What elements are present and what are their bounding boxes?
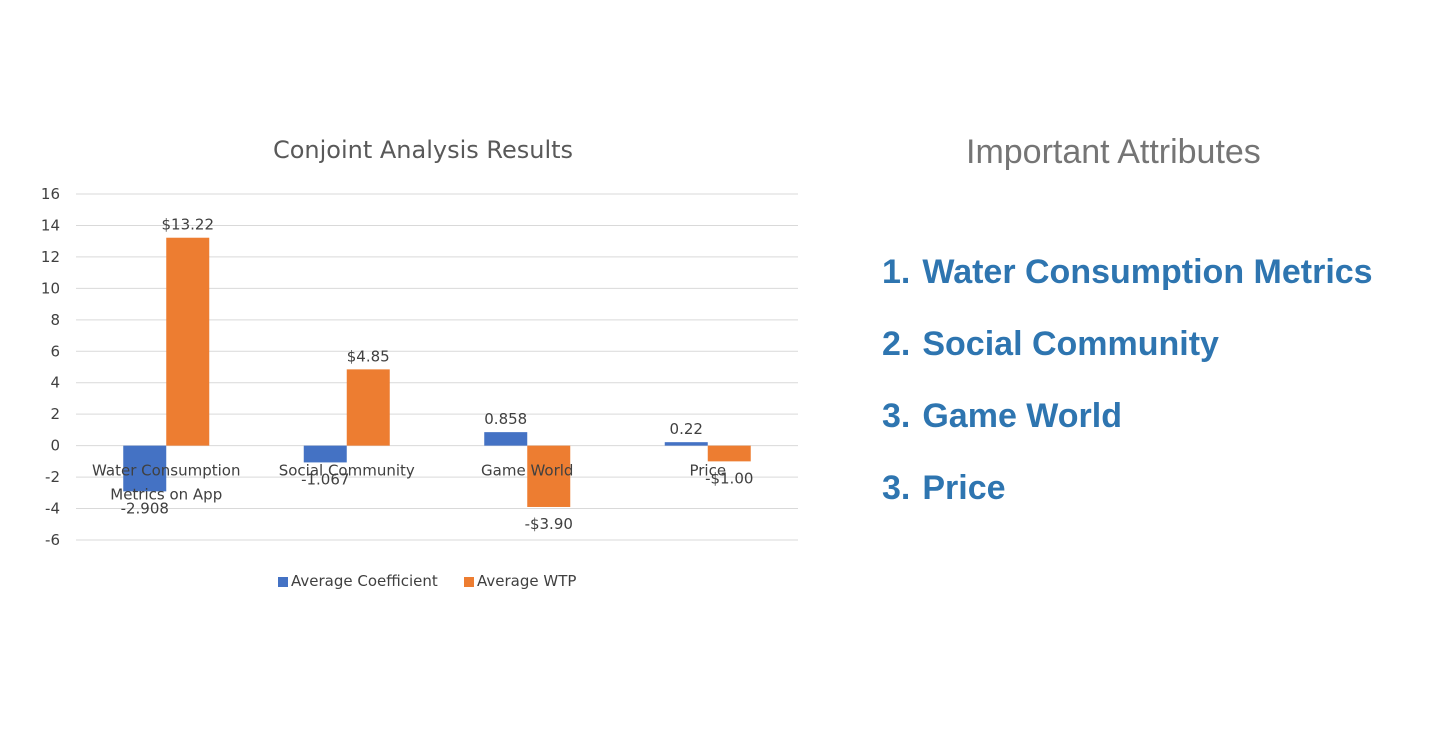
attribute-item: 3. Game World: [882, 394, 1373, 466]
category-label: Price: [689, 462, 726, 480]
bar-coefficient: [123, 445, 167, 492]
legend-label: Average WTP: [477, 572, 576, 590]
bar-coefficient: [664, 442, 708, 446]
attribute-item: 1. Water Consumption Metrics: [882, 250, 1373, 322]
data-label: -$1.00: [705, 469, 753, 487]
y-tick-label: 0: [50, 437, 60, 455]
y-tick-label: -6: [45, 531, 60, 549]
attribute-label: Price: [922, 469, 1006, 507]
y-tick-label: 6: [50, 342, 60, 360]
attribute-item: 2. Social Community: [882, 322, 1373, 394]
attribute-number: 1.: [882, 253, 911, 291]
attribute-label: Social Community: [922, 325, 1219, 363]
y-tick-label: 14: [41, 216, 60, 234]
data-label: -2.908: [121, 499, 169, 517]
category-label: Social Community: [279, 462, 415, 480]
category-label-line: Price: [689, 462, 726, 480]
category-label: Water Consumption Metrics on App: [92, 462, 240, 504]
category-label-line: Metrics on App: [110, 486, 222, 504]
data-label: 0.22: [670, 420, 703, 438]
bar-wtp: [166, 237, 210, 446]
attribute-number: 3.: [882, 397, 911, 435]
y-tick-label: 2: [50, 405, 60, 423]
bars: [123, 237, 751, 507]
legend-label: Average Coefficient: [291, 572, 438, 590]
y-axis-ticks: 16 14 12 10 8 6 4 2 0 -2 -4 -6: [41, 185, 60, 549]
bar-coefficient: [303, 445, 347, 463]
category-label-line: Game World: [481, 462, 573, 480]
data-labels: -2.908 -1.067 0.858 0.22 $13.22 $4.85 -$3.90 -$…: [121, 216, 754, 533]
attribute-item: 3. Price: [882, 466, 1373, 538]
y-tick-label: 4: [50, 374, 60, 392]
legend: Average Coefficient Average WTP: [278, 572, 576, 590]
attribute-number: 2.: [882, 325, 911, 363]
legend-swatch: [464, 577, 474, 587]
y-tick-label: 10: [41, 279, 60, 297]
y-tick-label: 12: [41, 248, 60, 266]
bar-wtp: [527, 445, 571, 507]
bar-wtp: [346, 369, 390, 446]
data-label: 0.858: [484, 410, 527, 428]
data-label: -$3.90: [525, 515, 573, 533]
legend-swatch: [278, 577, 288, 587]
bar-coefficient: [484, 432, 528, 446]
y-tick-label: -4: [45, 500, 60, 518]
data-label: -1.067: [301, 470, 349, 488]
y-tick-label: -2: [45, 468, 60, 486]
data-label: $13.22: [162, 216, 215, 234]
attribute-label: Game World: [922, 397, 1122, 435]
chart-title: Conjoint Analysis Results: [273, 136, 573, 164]
y-tick-label: 16: [41, 185, 60, 203]
data-label: $4.85: [347, 347, 390, 365]
category-label-line: Water Consumption: [92, 462, 240, 480]
attribute-list: 1. Water Consumption Metrics 2. Social Com…: [882, 250, 1373, 538]
y-tick-label: 8: [50, 311, 60, 329]
conjoint-chart: Conjoint Analysis Results 16 14 12 10 8 6 4 2 0 -…: [41, 136, 798, 590]
category-label: Game World: [481, 462, 573, 480]
bar-wtp: [707, 445, 751, 462]
attribute-number: 3.: [882, 469, 911, 507]
category-label-line: Social Community: [279, 462, 415, 480]
attribute-label: Water Consumption Metrics: [922, 253, 1373, 291]
side-panel-title: Important Attributes: [966, 133, 1261, 171]
category-labels: Water Consumption Metrics on App Social Co…: [92, 462, 726, 504]
